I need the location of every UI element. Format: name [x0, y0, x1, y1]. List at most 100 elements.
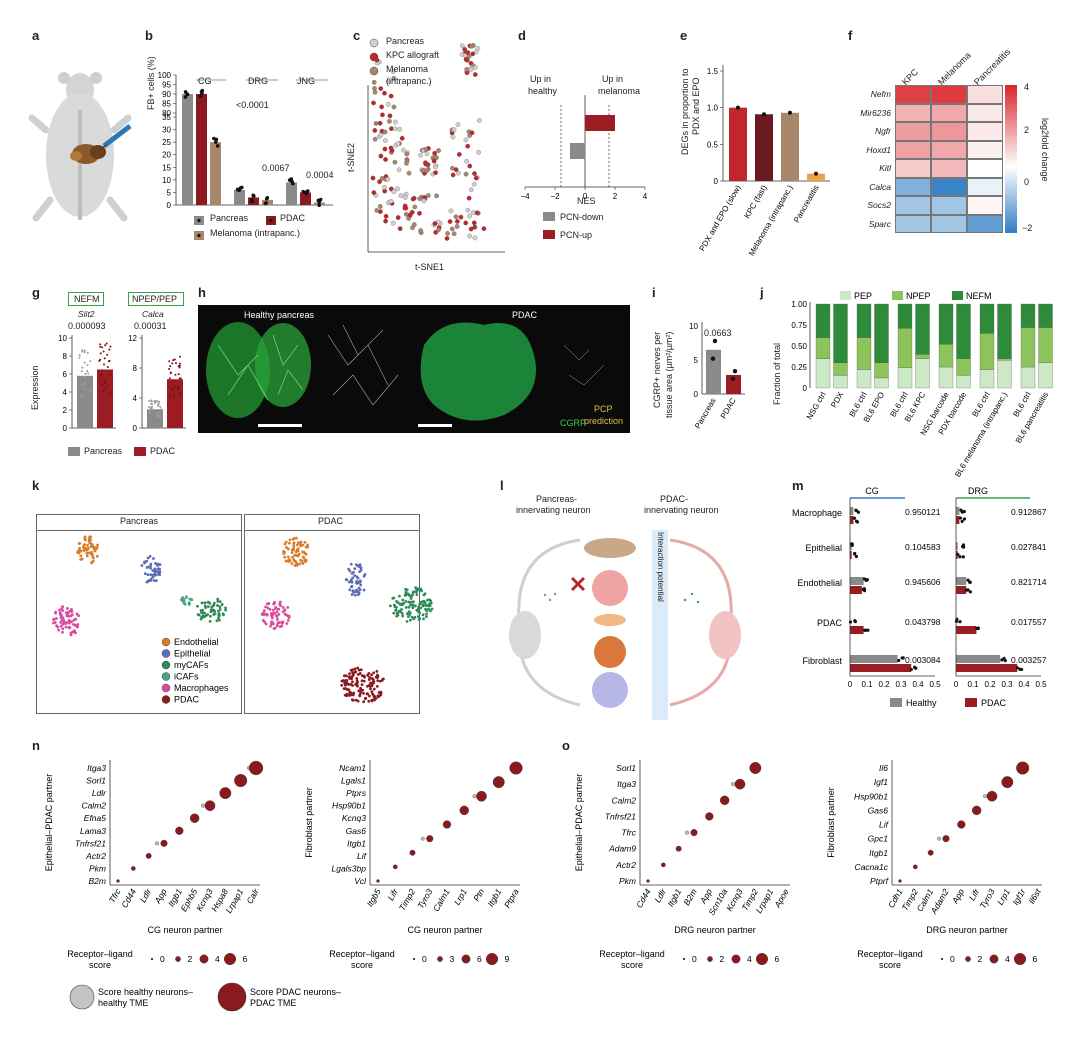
panel-g-point — [168, 367, 171, 370]
panel-d-bar-up — [585, 115, 615, 131]
panel-o-left-score-dot — [756, 952, 769, 966]
panel-c-point — [382, 129, 388, 135]
panel-c-ylabel: t-SNE2 — [346, 142, 356, 172]
panel-o-left-score-tick: 6 — [775, 954, 780, 964]
panel-m-point — [897, 658, 901, 663]
panel-g-point — [106, 365, 109, 368]
panel-k-point — [420, 589, 424, 593]
panel-b-point — [249, 197, 254, 202]
panel-n-left-dot-pdac — [219, 787, 232, 800]
panel-e-point — [814, 171, 818, 176]
panel-n-left-ylabel-gene: Tnfrsf21 — [75, 838, 106, 848]
panel-k-point — [353, 593, 357, 597]
panel-k-point — [414, 586, 417, 590]
panel-n-right-score-tick: 3 — [450, 954, 455, 964]
panel-j-bar-segment — [979, 333, 995, 370]
panel-k-point — [82, 549, 86, 552]
panel-k-point — [367, 699, 371, 703]
panel-k-point — [365, 692, 369, 696]
panel-l-gradient-label: Interaction potential — [656, 532, 665, 602]
panel-k-point — [407, 600, 411, 604]
panel-h-pdac-image — [414, 305, 630, 433]
panel-k-point — [264, 622, 268, 626]
panel-c-point — [395, 186, 400, 192]
panel-c-tsne — [367, 38, 505, 253]
panel-c-point — [448, 208, 454, 214]
panel-c-point — [464, 57, 469, 63]
panel-k-point — [349, 562, 353, 566]
panel-b-ytick-label: 5 — [167, 188, 172, 197]
panel-f-heat-cell — [931, 214, 967, 233]
panel-m-point — [958, 516, 962, 520]
panel-g-point — [171, 388, 174, 391]
panel-b-point — [289, 177, 294, 181]
panel-m-bar-pdac — [850, 664, 912, 672]
panel-b-ytick-label: 95 — [162, 81, 171, 90]
panel-m-point — [850, 543, 854, 547]
panel-k-point — [425, 612, 428, 616]
panel-c-point — [465, 143, 471, 149]
panel-o-right-ylabel-gene: Il6 — [879, 763, 888, 773]
panel-m-row-label: Epithelial — [805, 543, 842, 553]
panel-n-left-ylabel-gene: Calm2 — [81, 801, 106, 811]
panel-k-point — [348, 672, 351, 676]
panel-o-right-dot-pdac — [1001, 776, 1014, 789]
panel-k-point — [145, 566, 149, 569]
panel-k-point — [262, 609, 266, 613]
panel-m-pvalue: 0.017557 — [1011, 617, 1047, 627]
panel-f-scale-label: log2fold change — [1040, 118, 1050, 182]
panel-o-right-ylabel-gene: Igf1 — [874, 777, 888, 787]
panel-g-point — [83, 381, 86, 384]
panel-k-left-title: Pancreas — [120, 516, 159, 526]
panel-c-point — [453, 214, 459, 220]
panel-g-point — [179, 393, 182, 396]
panel-o-left-xlabel-gene: Itgb1 — [665, 887, 683, 909]
panel-k-legend-label: Macrophages — [174, 683, 229, 693]
panel-j-bar-segment — [897, 367, 913, 389]
panel-k-pdac-header — [244, 514, 420, 531]
panel-c-point — [444, 236, 450, 241]
panel-k-point — [348, 690, 352, 694]
panel-k-point — [344, 578, 348, 581]
panel-k-point — [203, 601, 207, 605]
panel-k-point — [280, 621, 284, 625]
panel-d-right-label2: melanoma — [598, 86, 641, 96]
panel-k-point — [79, 554, 83, 558]
panel-c-point — [397, 226, 403, 232]
panel-f-heat-cell — [895, 140, 931, 159]
panel-e-bar — [781, 112, 799, 181]
panel-j-legend-label: NEFM — [966, 291, 992, 301]
panel-o-right-dot-pdac — [913, 864, 918, 870]
panel-d-left-label: Up in — [530, 74, 552, 84]
panel-j-bar-segment — [938, 303, 954, 345]
panel-k-point — [274, 614, 278, 618]
panel-k-point — [301, 562, 305, 565]
panel-n-right-dot-healthy — [472, 794, 477, 799]
panel-k-point — [224, 606, 227, 610]
panel-g-left-gene: Slit2 — [78, 309, 95, 319]
panel-b-legend-dot — [197, 233, 201, 238]
panel-m-pvalue: 0.003257 — [1011, 655, 1047, 665]
panel-k-point — [340, 683, 344, 687]
panel-m-pvalue: 0.003084 — [905, 655, 941, 665]
panel-b-point — [198, 94, 203, 99]
panel-k-point — [143, 572, 147, 575]
panel-k-point — [282, 552, 286, 556]
panel-h-healthy-image — [198, 305, 414, 433]
panel-j-bar-segment — [856, 303, 872, 338]
panel-k-point — [348, 569, 352, 573]
panel-k-point — [369, 687, 372, 691]
panel-n-right-score-tick: 6 — [477, 954, 482, 964]
panel-m-point — [961, 555, 965, 559]
panel-k-point — [401, 598, 405, 602]
panel-k-point — [303, 540, 307, 544]
panel-c-point — [386, 102, 391, 107]
panel-f-heat-cell — [895, 214, 931, 233]
panel-k-point — [154, 562, 157, 565]
panel-k-point — [216, 600, 220, 603]
panel-k-point — [275, 610, 279, 614]
panel-b-point — [251, 194, 256, 198]
panel-m-pvalue: 0.027841 — [1011, 542, 1047, 552]
panel-m-legend-pdac: PDAC — [981, 698, 1007, 708]
panel-g-point — [108, 359, 111, 362]
